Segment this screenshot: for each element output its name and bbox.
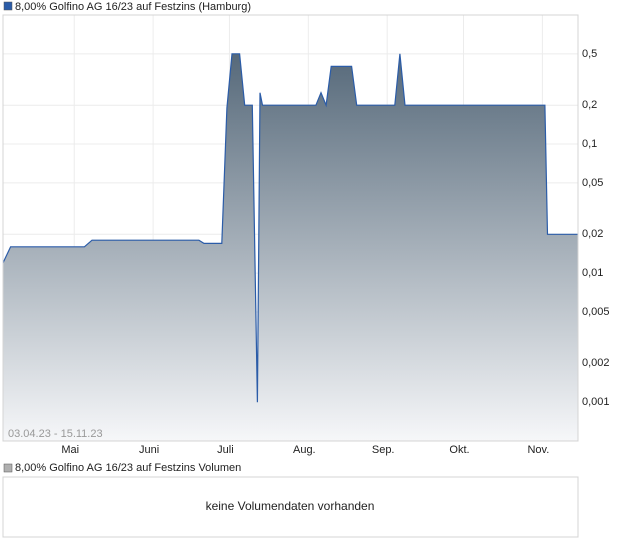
y-tick-label: 0,002 — [582, 357, 610, 369]
y-tick-label: 0,02 — [582, 228, 603, 240]
y-tick-label: 0,1 — [582, 138, 597, 150]
x-tick-label: Okt. — [449, 444, 469, 456]
price-line — [2, 53, 578, 403]
x-tick-label: Nov. — [527, 444, 549, 456]
x-tick-label: Juni — [139, 444, 159, 456]
x-tick-label: Mai — [61, 444, 79, 456]
y-tick-label: 0,005 — [582, 306, 610, 318]
y-tick-label: 0,5 — [582, 48, 597, 60]
x-tick-label: Juli — [217, 444, 234, 456]
y-tick-label: 0,01 — [582, 267, 603, 279]
x-tick-label: Aug. — [293, 444, 316, 456]
legend-swatch — [3, 1, 13, 11]
y-tick-label: 0,05 — [582, 177, 603, 189]
y-tick-label: 0,001 — [582, 396, 610, 408]
area — [3, 53, 578, 442]
volume-legend-swatch — [3, 463, 13, 473]
y-tick-label: 0,2 — [582, 99, 597, 111]
plot-border — [2, 14, 579, 442]
volume-panel — [2, 476, 579, 538]
legend-label: 8,00% Golfino AG 16/23 auf Festzins (Ham… — [15, 1, 251, 13]
volume-legend-label: 8,00% Golfino AG 16/23 auf Festzins Volu… — [15, 462, 241, 474]
date-range: 03.04.23 - 15.11.23 — [8, 428, 103, 440]
volume-message: keine Volumendaten vorhanden — [206, 499, 375, 513]
x-tick-label: Sep. — [372, 444, 395, 456]
